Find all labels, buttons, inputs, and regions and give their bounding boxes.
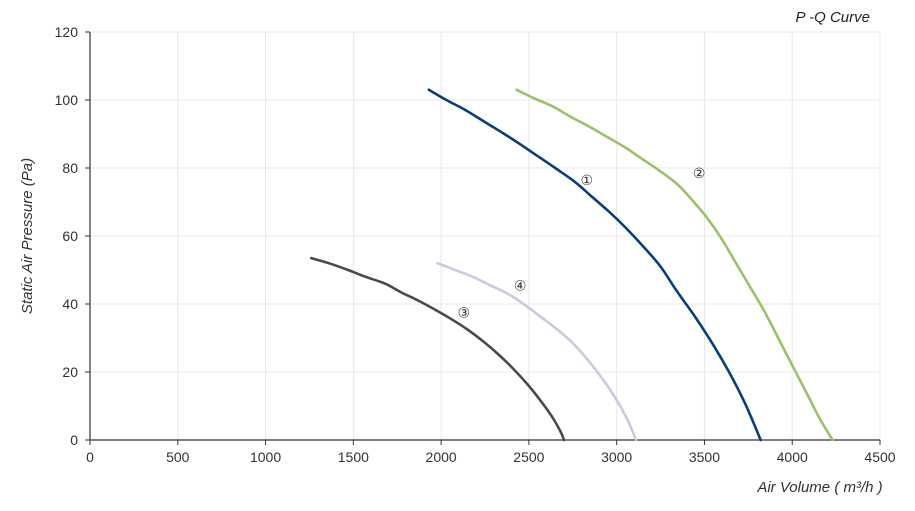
x-tick-label: 1500 [338,449,369,465]
x-tick-label: 1000 [250,449,281,465]
x-axis-label: Air Volume ( m³/h ) [756,479,882,496]
y-tick-label: 0 [70,432,78,448]
y-tick-label: 60 [62,228,78,244]
pq-curve-chart: ①②③④ 05001000150020002500300035004000450… [0,0,915,511]
chart-svg: ①②③④ 05001000150020002500300035004000450… [0,0,915,511]
y-axis-label: Static Air Pressure (Pa) [19,158,36,314]
curve-label-curve2: ② [693,165,706,181]
y-tick-labels: 0 20 40 60 80 100 120 [55,24,79,448]
x-tick-label: 3000 [601,449,632,465]
y-tick-label: 100 [55,92,79,108]
curve-label-curve4: ④ [514,277,527,293]
chart-title: P -Q Curve [796,9,870,26]
curve-label-curve3: ③ [458,305,471,321]
x-tick-label: 2000 [426,449,457,465]
y-tick-label: 120 [55,24,79,40]
x-tick-label: 3500 [689,449,720,465]
y-tick-label: 40 [62,296,78,312]
x-tick-labels: 0 500 1000 1500 2000 2500 3000 3500 4000 4500 [86,449,896,465]
curve-label-curve1: ① [581,172,594,188]
x-tick-label: 4500 [864,449,895,465]
x-tick-label: 2500 [513,449,544,465]
x-tick-label: 500 [166,449,190,465]
y-tick-label: 20 [62,364,78,380]
x-tick-label: 0 [86,449,94,465]
x-tick-label: 4000 [777,449,808,465]
y-tick-label: 80 [62,160,78,176]
